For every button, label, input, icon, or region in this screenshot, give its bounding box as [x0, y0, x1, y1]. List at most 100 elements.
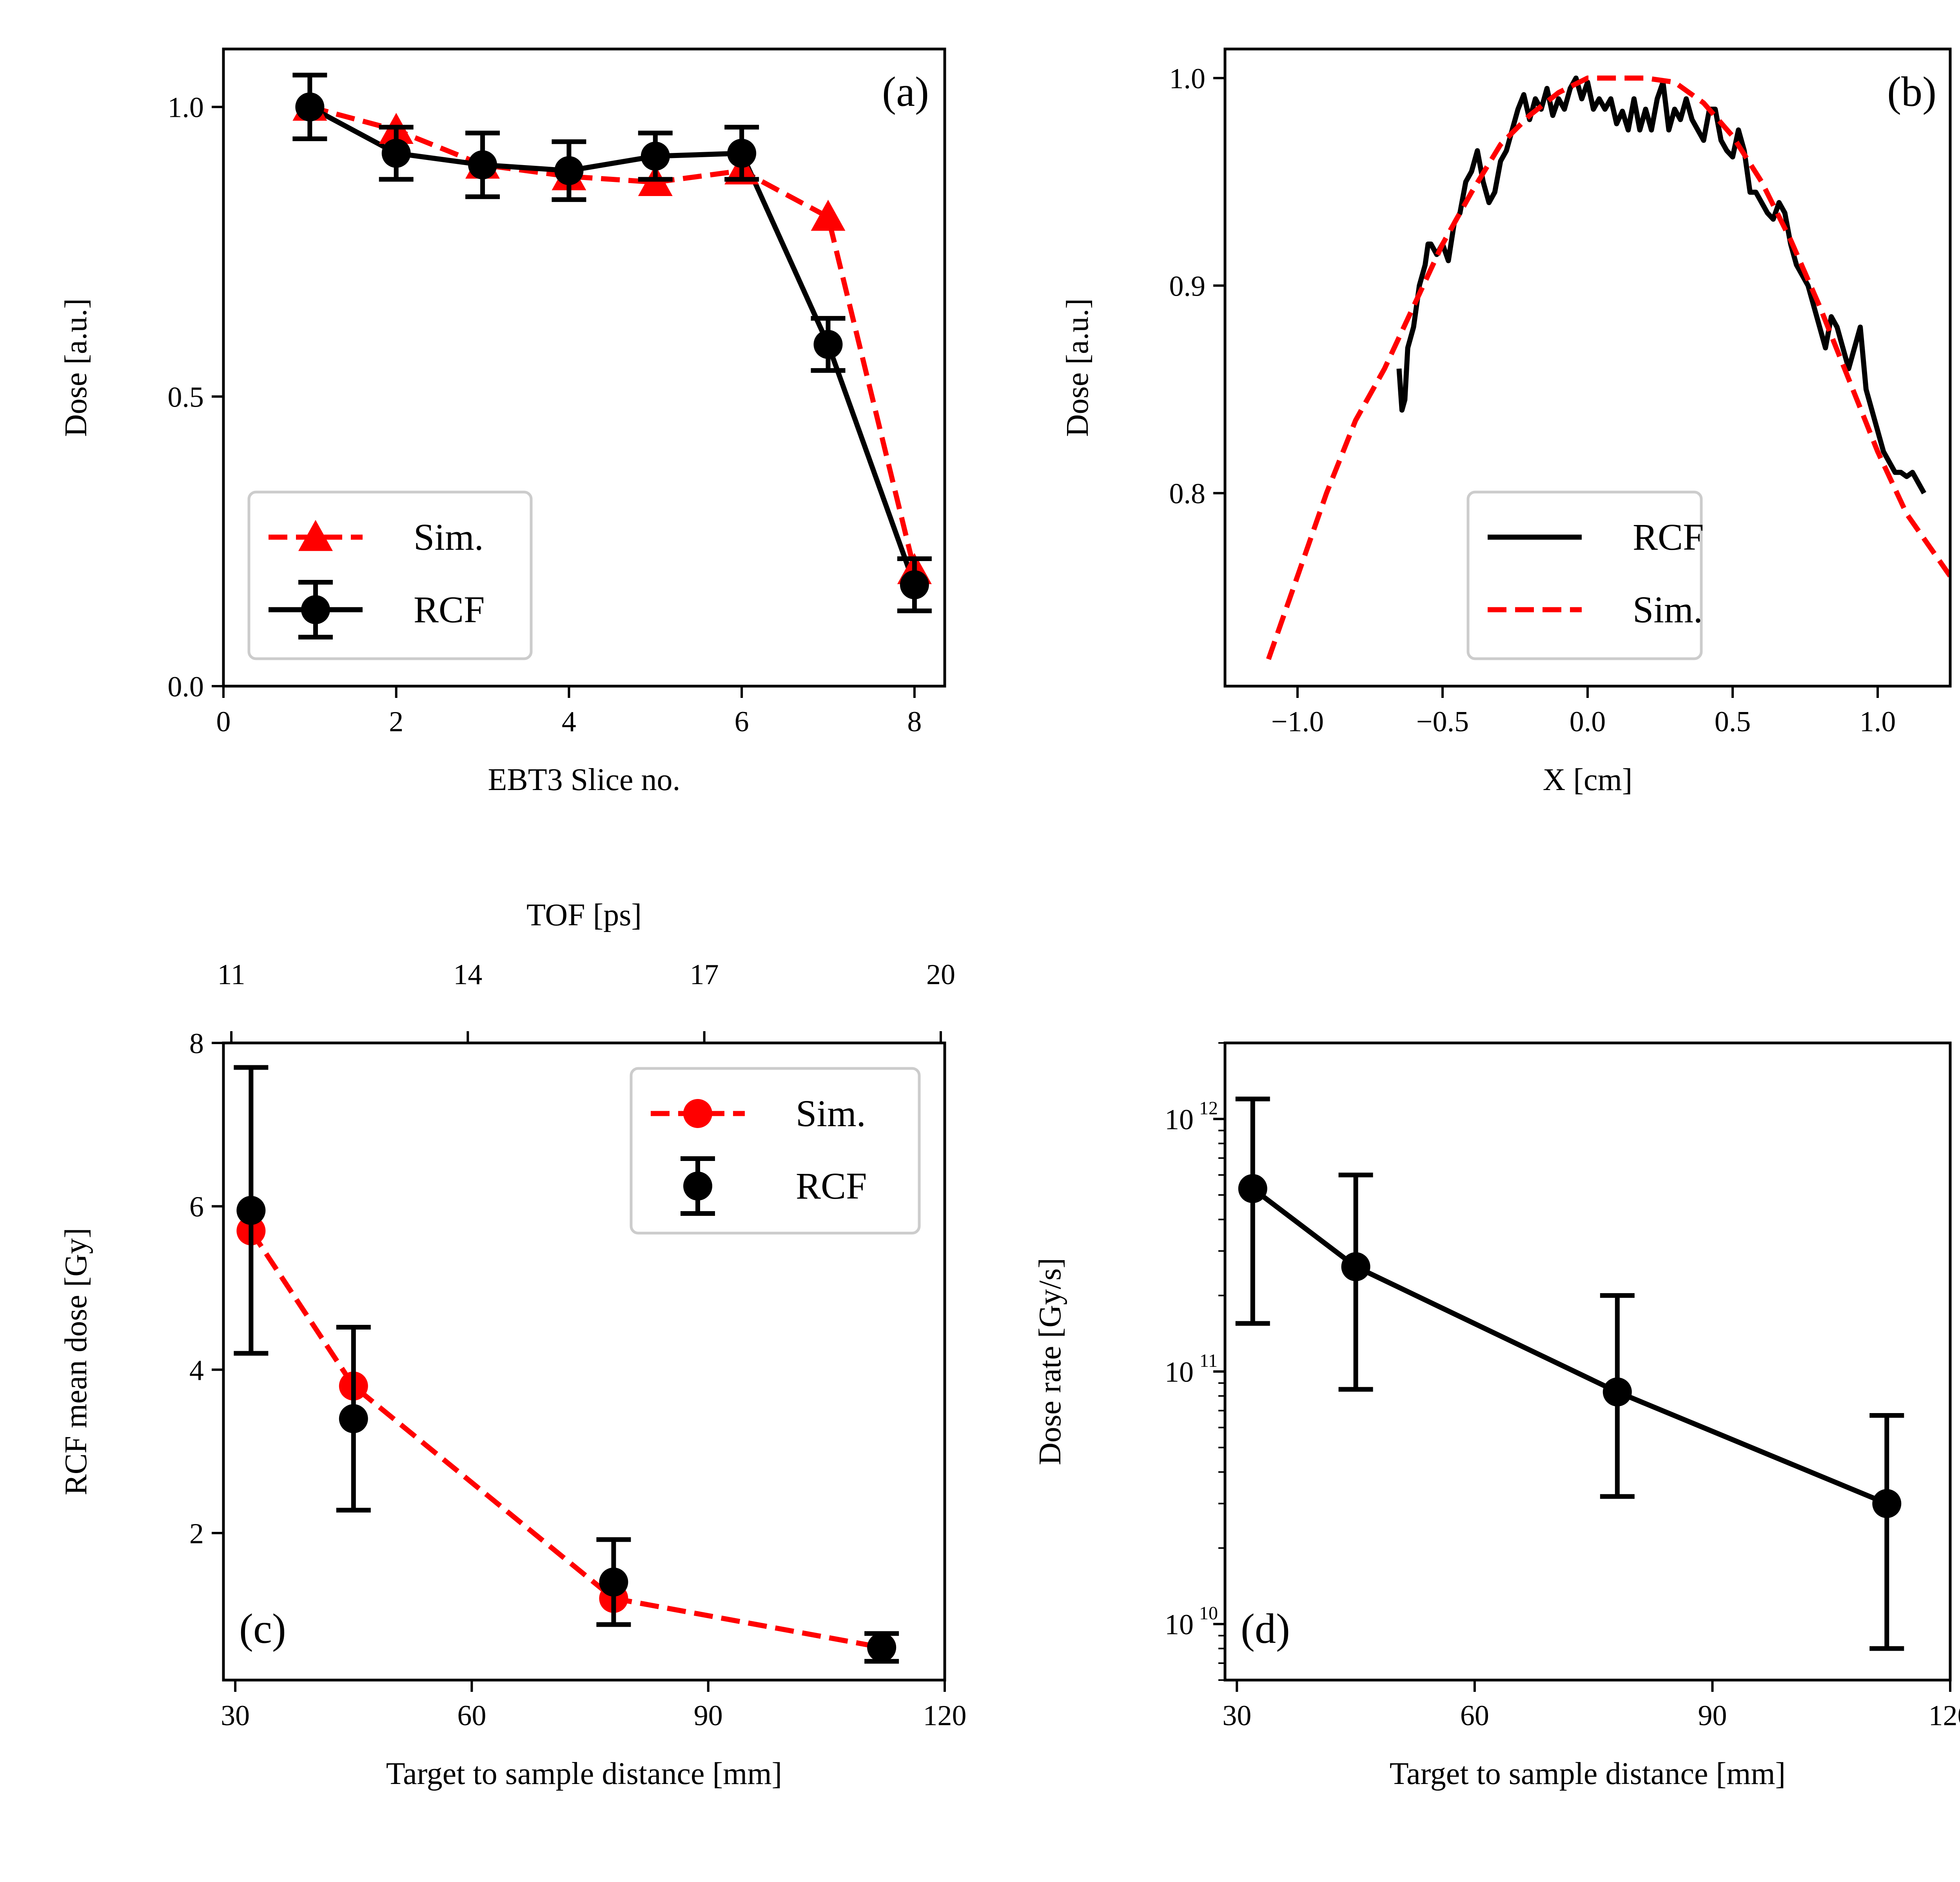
- y-tick-label: 6: [189, 1191, 204, 1223]
- legend-marker-sim: [683, 1099, 712, 1128]
- errorbar-rcf: [1235, 1096, 1270, 1326]
- plot-area: [309, 104, 917, 586]
- legend: Sim. RCF: [247, 490, 533, 660]
- series-line-sim: [309, 104, 917, 571]
- y-tick-label: 8: [189, 1028, 204, 1060]
- y-tick-label: 10: [1165, 1609, 1194, 1641]
- panel-a-chart: 0 2 4 6 8 0.0 0.5 1.0 EBT3 Slice no. Dose [a.u.] (…: [59, 47, 946, 797]
- y-tick-label: 0.0: [168, 671, 204, 703]
- x-tick-label: 0: [216, 706, 231, 738]
- axes-frame: [1223, 47, 1952, 688]
- y-tick-label: 1.0: [1169, 63, 1206, 95]
- x-tick-label: 8: [907, 706, 922, 738]
- x-tick-label: 0.5: [1715, 706, 1751, 738]
- x-axis-label: Target to sample distance [mm]: [1390, 1757, 1786, 1791]
- legend-box: [630, 1067, 921, 1235]
- data-point-rcf: [867, 1633, 897, 1662]
- y-tick-label: 0.9: [1169, 270, 1206, 302]
- legend-label-rcf: RCF: [1633, 516, 1704, 558]
- top-x-tick-label: 20: [926, 959, 955, 991]
- x-tick-label: 6: [735, 706, 749, 738]
- series-line-sim: [1266, 75, 1950, 660]
- x-tick-label: 60: [457, 1700, 486, 1732]
- legend-label-rcf: RCF: [414, 589, 485, 630]
- data-point-rcf: [468, 150, 497, 180]
- y-tick-label: 0.8: [1169, 478, 1206, 510]
- legend-box: [1466, 490, 1703, 660]
- x-tick-label: 30: [1222, 1700, 1251, 1732]
- x-tick-label: 1.0: [1860, 706, 1896, 738]
- legend: RCF Sim.: [1466, 490, 1704, 660]
- y-axis-label: Dose [a.u.]: [1060, 298, 1095, 437]
- series-line-rcf: [1396, 75, 1927, 494]
- y-tick-label: 2: [189, 1518, 204, 1550]
- panel-label: (c): [239, 1606, 286, 1652]
- data-point-rcf: [339, 1404, 368, 1433]
- legend-label-sim: Sim.: [414, 516, 484, 558]
- y-axis-label: Dose [a.u.]: [59, 298, 93, 437]
- y-tick-label: 10: [1165, 1356, 1194, 1388]
- legend: Sim. RCF: [630, 1067, 921, 1235]
- top-x-tick-label: 14: [453, 959, 482, 991]
- legend-marker-sim: [298, 520, 333, 551]
- axes-frame: [222, 1041, 946, 1682]
- series-line-rcf: [1251, 1186, 1888, 1506]
- x-tick-label: 30: [221, 1700, 250, 1732]
- y-tick-label: 4: [189, 1354, 204, 1386]
- legend-marker-rcf: [301, 595, 330, 624]
- legend-box: [247, 490, 533, 660]
- panel-c-chart: 30 60 90 120 2 4 6 8 11 14 17 20 TOF [ps] Target to s…: [59, 898, 967, 1791]
- x-tick-label: 0.0: [1570, 706, 1606, 738]
- x-tick-label: 90: [694, 1700, 723, 1732]
- y-axis-label: RCF mean dose [Gy]: [59, 1228, 93, 1495]
- axes-frame: [1223, 1041, 1952, 1682]
- top-x-tick-label: 11: [217, 959, 245, 991]
- y-tick-label: 1.0: [168, 92, 204, 124]
- y-axis-label: Dose rate [Gy/s]: [1033, 1258, 1067, 1465]
- x-tick-label: 60: [1460, 1700, 1489, 1732]
- data-point-sim: [811, 200, 846, 231]
- legend-label-sim: Sim.: [1633, 589, 1703, 630]
- data-point-rcf: [1238, 1174, 1267, 1203]
- panel-d-chart: 306090120101010111012Target to sample di…: [1033, 1041, 1960, 1791]
- panel-b-chart: −1.0 −0.5 0.0 0.5 1.0 0.8 0.9 1.0 X [cm] Dose [a.…: [1060, 47, 1952, 797]
- data-point-rcf: [641, 142, 670, 171]
- x-tick-label: −1.0: [1271, 706, 1324, 738]
- errorbar-rcf: [1869, 1413, 1904, 1651]
- errorbar-rcf: [1338, 1172, 1373, 1392]
- data-point-rcf: [236, 1196, 266, 1225]
- data-point-rcf: [1602, 1377, 1632, 1407]
- y-tick-label: 0.5: [168, 381, 204, 413]
- data-point-rcf: [1341, 1252, 1370, 1281]
- data-point-rcf: [900, 570, 929, 599]
- y-tick-exponent: 12: [1199, 1098, 1218, 1119]
- panel-label: (b): [1887, 69, 1936, 115]
- plot-area: [249, 1229, 882, 1650]
- panel-label: (a): [882, 69, 929, 115]
- legend-marker-rcf: [683, 1172, 712, 1201]
- x-tick-label: 2: [389, 706, 403, 738]
- panel-label: (d): [1241, 1606, 1290, 1652]
- x-axis-label: Target to sample distance [mm]: [386, 1757, 782, 1791]
- axes-frame: [222, 47, 946, 688]
- plot-area: [1251, 1186, 1888, 1506]
- y-tick-exponent: 11: [1200, 1350, 1218, 1371]
- data-point-rcf: [813, 330, 843, 359]
- series-line-sim: [249, 1229, 882, 1650]
- marker-layer: [234, 1065, 899, 1664]
- top-x-tick-label: 17: [690, 959, 719, 991]
- data-point-rcf: [1872, 1489, 1902, 1518]
- marker-layer: [292, 73, 932, 613]
- data-point-rcf: [381, 138, 411, 168]
- data-point-rcf: [554, 156, 584, 185]
- top-x-axis-label: TOF [ps]: [526, 898, 642, 932]
- data-point-rcf: [599, 1568, 628, 1597]
- y-tick-label: 10: [1165, 1104, 1194, 1136]
- x-tick-label: 120: [1929, 1700, 1960, 1732]
- x-tick-label: −0.5: [1416, 706, 1469, 738]
- marker-layer: [1235, 1096, 1904, 1651]
- plot-area: [1266, 75, 1950, 660]
- x-tick-label: 120: [923, 1700, 967, 1732]
- x-axis-label: EBT3 Slice no.: [488, 763, 680, 797]
